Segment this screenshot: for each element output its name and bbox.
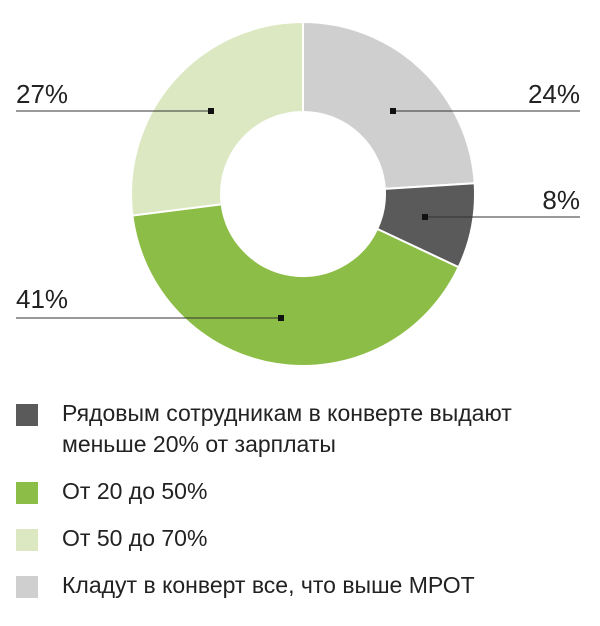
value-label-under-20: 8% — [542, 185, 580, 215]
legend-item-50-70: От 50 до 70% — [16, 523, 586, 554]
leader-dot-under-20 — [422, 214, 428, 220]
legend: Рядовым сотрудникам в конверте выдают ме… — [16, 398, 586, 617]
slice-50-70 — [130, 20, 304, 217]
legend-swatch-above-mrot — [16, 576, 38, 598]
legend-label-50-70: От 50 до 70% — [62, 525, 208, 551]
value-label-above-mrot: 24% — [528, 79, 580, 109]
leader-dot-50-70 — [208, 108, 214, 114]
legend-item-above-mrot: Кладут в конверт все, что выше МРОТ — [16, 570, 586, 601]
legend-swatch-50-70 — [16, 529, 38, 551]
slice-20-50 — [131, 203, 460, 367]
legend-label-above-mrot: Кладут в конверт все, что выше МРОТ — [62, 572, 475, 598]
value-label-50-70: 27% — [16, 79, 68, 109]
slice-above-mrot — [302, 20, 476, 190]
leader-dot-20-50 — [278, 315, 284, 321]
leader-dot-above-mrot — [390, 108, 396, 114]
legend-item-20-50: От 20 до 50% — [16, 476, 586, 507]
legend-label-20-50: От 20 до 50% — [62, 478, 208, 504]
value-label-20-50: 41% — [16, 284, 68, 314]
legend-label-under-20: Рядовым сотрудникам в конверте выдают ме… — [62, 400, 512, 457]
legend-item-under-20: Рядовым сотрудникам в конверте выдают ме… — [16, 398, 586, 460]
legend-swatch-20-50 — [16, 482, 38, 504]
donut-chart: 24% 8% 41% 27% — [16, 20, 580, 367]
legend-swatch-under-20 — [16, 404, 38, 426]
